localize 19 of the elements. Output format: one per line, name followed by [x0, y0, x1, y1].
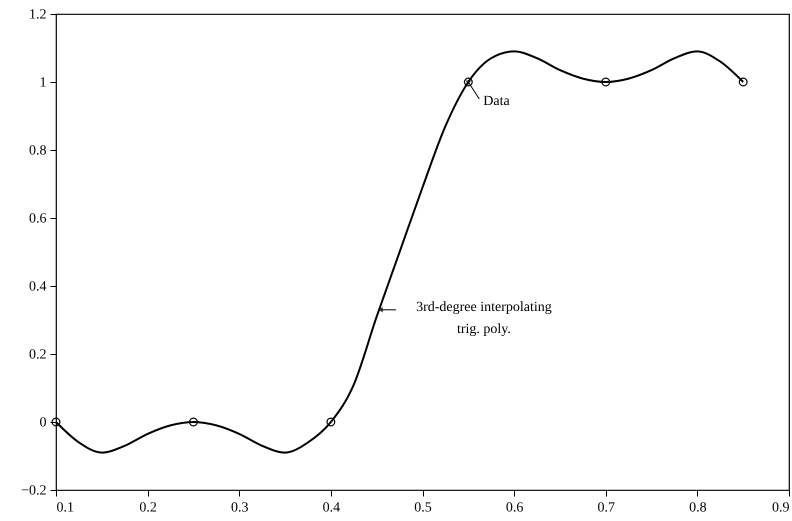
x-tick-label: 0.6 — [506, 500, 524, 516]
x-tick-label: 0.3 — [231, 500, 248, 516]
y-tick-label: −0.2 — [21, 484, 46, 498]
y-tick-label: 0.2 — [29, 348, 46, 362]
y-tick-label: 0.4 — [29, 280, 46, 294]
x-tick-label: 0.7 — [598, 500, 615, 516]
x-tick-label: 0.9 — [772, 500, 790, 516]
y-tick-label: 1.2 — [29, 8, 46, 22]
y-tick-label: 1 — [40, 76, 46, 90]
y-tick-label: 0.8 — [29, 144, 46, 158]
x-tick-label: 0.5 — [414, 500, 432, 516]
x-tick-label: 0.4 — [322, 500, 340, 516]
x-tick-label: 0.2 — [139, 500, 157, 516]
y-tick-label: 0.6 — [29, 212, 46, 226]
annotation: 3rd-degree interpolating trig. poly. — [416, 300, 552, 337]
y-tick-label: 0 — [40, 416, 46, 430]
annotation: Data — [483, 94, 511, 109]
x-tick-label: 0.1 — [56, 500, 74, 516]
x-tick-label: 0.8 — [689, 500, 707, 516]
